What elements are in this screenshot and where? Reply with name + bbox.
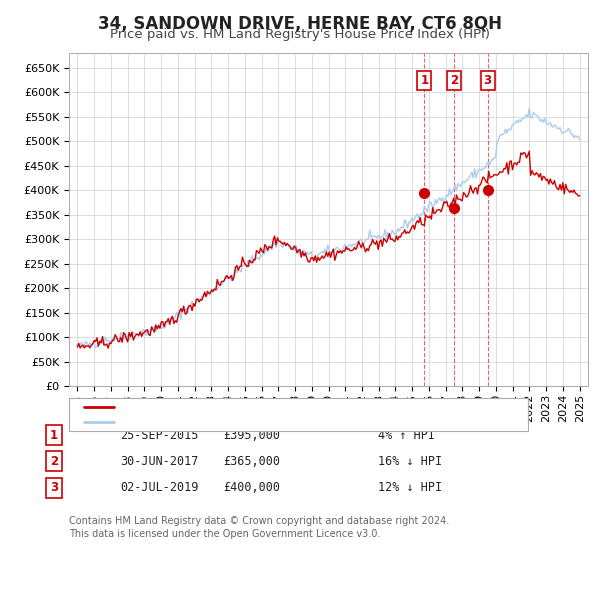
- Text: 30-JUN-2017: 30-JUN-2017: [120, 455, 199, 468]
- Text: £400,000: £400,000: [223, 481, 281, 494]
- Text: 12% ↓ HPI: 12% ↓ HPI: [378, 481, 442, 494]
- Text: 1: 1: [50, 429, 58, 442]
- Text: 34, SANDOWN DRIVE, HERNE BAY, CT6 8QH (detached house): 34, SANDOWN DRIVE, HERNE BAY, CT6 8QH (d…: [120, 400, 487, 414]
- Text: 3: 3: [484, 74, 491, 87]
- Text: 16% ↓ HPI: 16% ↓ HPI: [378, 455, 442, 468]
- Text: 3: 3: [50, 481, 58, 494]
- Text: Price paid vs. HM Land Registry's House Price Index (HPI): Price paid vs. HM Land Registry's House …: [110, 28, 490, 41]
- Text: 25-SEP-2015: 25-SEP-2015: [120, 429, 199, 442]
- Text: £365,000: £365,000: [223, 455, 281, 468]
- Text: 02-JUL-2019: 02-JUL-2019: [120, 481, 199, 494]
- Text: £395,000: £395,000: [223, 429, 281, 442]
- Text: HPI: Average price, detached house, Canterbury: HPI: Average price, detached house, Cant…: [120, 415, 405, 429]
- Text: 34, SANDOWN DRIVE, HERNE BAY, CT6 8QH: 34, SANDOWN DRIVE, HERNE BAY, CT6 8QH: [98, 15, 502, 33]
- Text: 1: 1: [421, 74, 428, 87]
- Text: 4% ↑ HPI: 4% ↑ HPI: [378, 429, 435, 442]
- Text: Contains HM Land Registry data © Crown copyright and database right 2024.
This d: Contains HM Land Registry data © Crown c…: [69, 516, 449, 539]
- Text: 2: 2: [50, 455, 58, 468]
- Text: 2: 2: [450, 74, 458, 87]
